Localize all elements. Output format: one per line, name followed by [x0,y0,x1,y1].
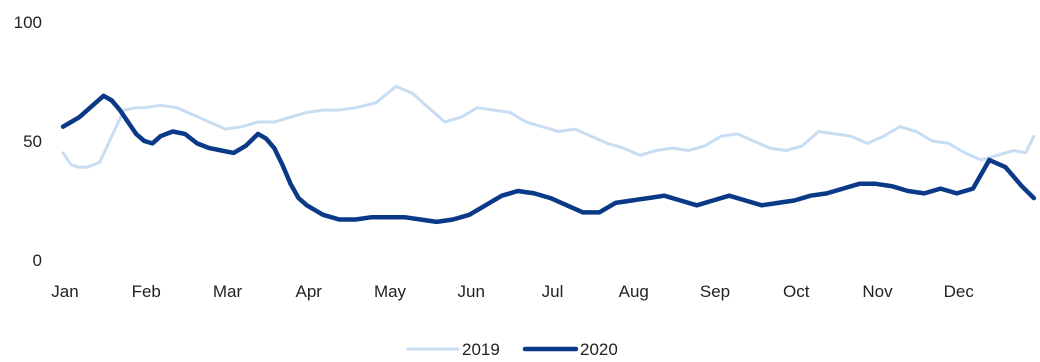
y-tick-label-100: 100 [14,13,42,32]
y-tick-label-50: 50 [23,132,42,151]
x-tick-label-apr: Apr [296,282,323,301]
x-tick-label-may: May [374,282,407,301]
x-axis-ticks: Jan Feb Mar Apr May Jun Jul Aug Sep Oct Nov Dec [51,282,974,301]
legend: 2019 2020 [406,340,618,359]
x-tick-label-jan: Jan [51,282,78,301]
x-tick-label-oct: Oct [783,282,810,301]
x-tick-label-sep: Sep [700,282,730,301]
x-tick-label-jul: Jul [542,282,564,301]
series-line-2019 [61,84,1036,169]
y-tick-label-0: 0 [33,251,42,270]
x-tick-label-dec: Dec [944,282,975,301]
series-line-2020 [60,93,1037,225]
x-tick-label-nov: Nov [862,282,893,301]
legend-label-2019: 2019 [462,340,500,359]
y-axis-ticks: 0 50 100 [14,13,42,270]
x-tick-label-mar: Mar [213,282,243,301]
x-tick-label-jun: Jun [458,282,485,301]
x-tick-label-feb: Feb [132,282,161,301]
series-lines [60,84,1037,225]
x-tick-label-aug: Aug [619,282,649,301]
legend-label-2020: 2020 [580,340,618,359]
